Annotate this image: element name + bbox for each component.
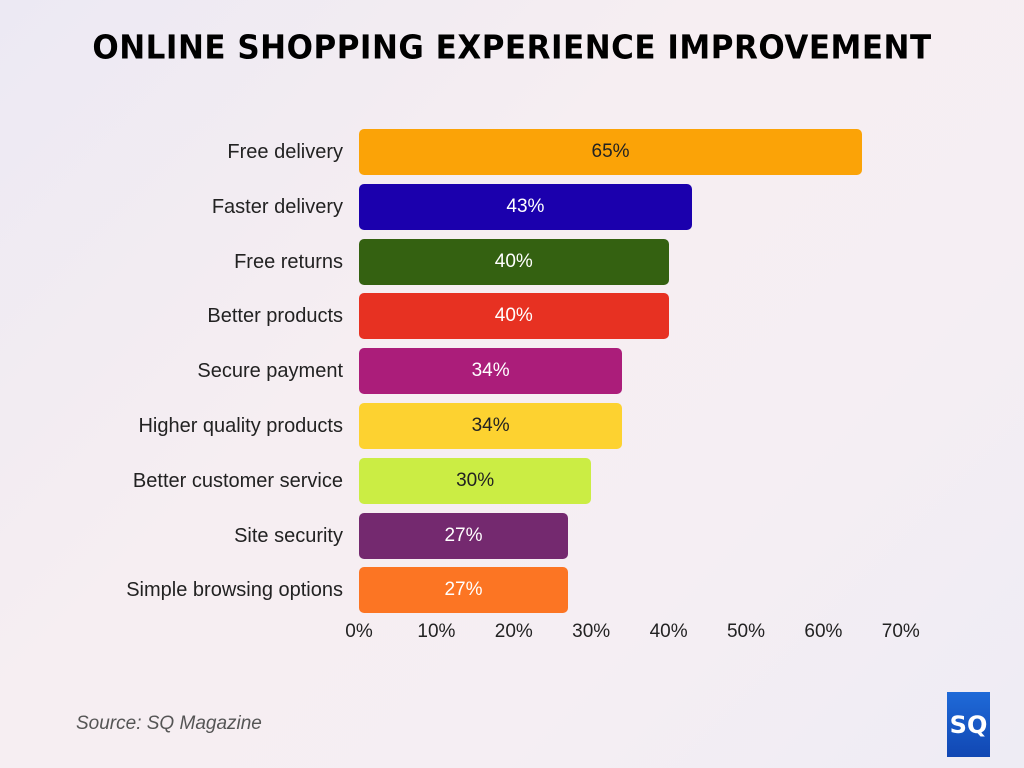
bar: 30% (359, 457, 592, 504)
x-tick-label: 70% (881, 621, 920, 642)
x-tick-label: 30% (572, 621, 611, 642)
bar: 34% (359, 348, 623, 395)
value-label: 43% (506, 195, 545, 217)
category-label: Higher quality products (138, 415, 343, 437)
bar-row: Free returns 40% (0, 238, 1024, 285)
chart-title: ONLINE SHOPPING EXPERIENCE IMPROVEMENT (92, 29, 932, 67)
bar: 34% (359, 403, 623, 449)
x-tick-label: 50% (726, 621, 766, 642)
category-label: Simple browsing options (126, 579, 343, 602)
value-label: 40% (494, 250, 533, 272)
bar-row: Simple browsing options 27% (0, 567, 1024, 614)
bar-row: Better products 40% (0, 293, 1024, 340)
bar-row: Free delivery 65% (0, 129, 1024, 175)
category-label: Better customer service (132, 469, 343, 492)
bar-row: Faster delivery 43% (0, 183, 1024, 230)
bar-row: Higher quality products 34% (0, 403, 1024, 449)
value-label: 40% (494, 305, 533, 327)
x-tick-label: 0% (345, 621, 373, 642)
x-tick-label: 40% (649, 621, 688, 642)
value-label: 65% (591, 141, 630, 162)
x-tick-label: 20% (494, 621, 533, 642)
source-text: Source: SQ Magazine (76, 713, 262, 734)
bar-row: Secure payment 34% (0, 348, 1024, 395)
bar: 40% (359, 293, 669, 340)
bar-row: Site security 27% (0, 512, 1024, 559)
value-label: 27% (444, 524, 483, 546)
value-label: 34% (471, 360, 510, 382)
value-label: 30% (456, 469, 495, 491)
bar: 27% (359, 512, 568, 559)
sq-logo: SQ (947, 692, 990, 757)
x-tick-label: 60% (804, 621, 843, 642)
category-label: Site security (234, 524, 343, 547)
bar: 65% (359, 129, 863, 175)
value-label: 27% (444, 579, 483, 601)
bar: 43% (359, 183, 692, 230)
bar: 27% (359, 567, 568, 614)
category-label: Better products (207, 305, 343, 328)
category-label: Free returns (234, 250, 343, 273)
value-label: 34% (471, 415, 510, 436)
category-label: Free delivery (227, 141, 343, 163)
category-label: Secure payment (197, 360, 343, 383)
category-label: Faster delivery (211, 195, 343, 218)
x-tick-label: 10% (417, 621, 456, 642)
bar: 40% (359, 238, 669, 285)
bar-row: Better customer service 30% (0, 457, 1024, 504)
